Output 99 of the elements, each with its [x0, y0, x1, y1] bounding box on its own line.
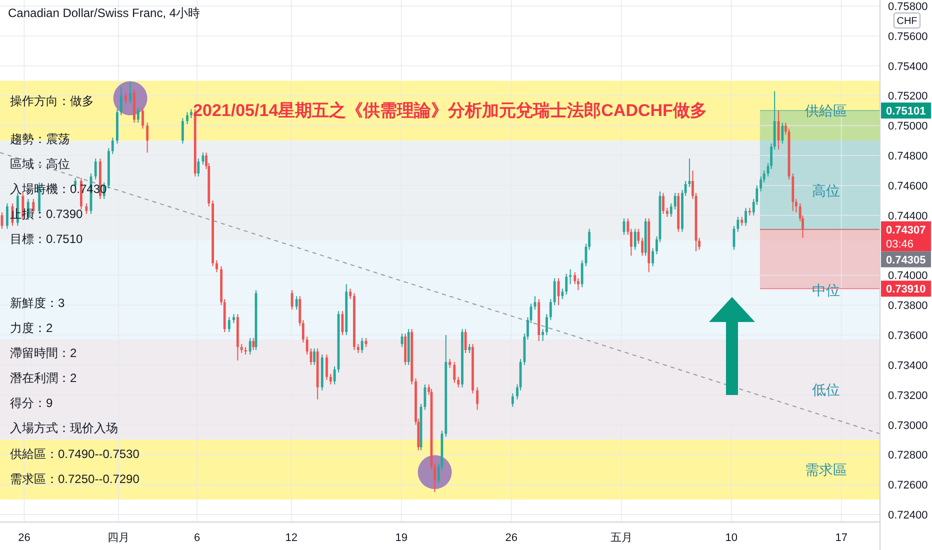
y-tick-label: 0.74000	[888, 270, 928, 282]
y-tick-label: 0.73000	[888, 420, 928, 432]
candlestick	[6, 202, 8, 230]
candlestick	[542, 328, 544, 342]
band-label: 需求區	[805, 462, 847, 478]
candlestick	[333, 366, 336, 385]
ref-line-label: 0.75101	[886, 106, 926, 118]
annotation: 潛在利潤：2	[10, 371, 77, 385]
candlestick	[534, 296, 536, 310]
candlestick	[561, 288, 564, 300]
candlestick	[781, 122, 784, 144]
y-tick-label: 0.73400	[888, 360, 928, 372]
candlestick	[85, 202, 88, 214]
candlestick	[142, 107, 144, 130]
candlestick	[349, 288, 352, 300]
text: Canadian Dollar/Swiss Franc, 4小時	[8, 6, 200, 20]
candlestick	[248, 338, 252, 355]
annotation: 目標：0.7510	[10, 232, 84, 246]
y-tick-label: 0.73800	[888, 300, 928, 312]
y-tick-label: 0.75000	[888, 120, 928, 133]
candlestick	[569, 268, 572, 285]
annotation: 滯留時間：2	[10, 346, 77, 360]
candlestick	[341, 310, 344, 336]
text: 2021/05/14星期五之《供需理論》分析加元兌瑞士法郎CADCHF做多	[193, 101, 707, 120]
annotation: 需求區：0.7250--0.7290	[10, 472, 140, 486]
y-tick-label: 0.75200	[888, 90, 928, 103]
annotation: 供給區：0.7490--0.7530	[10, 447, 140, 461]
x-tick-label: 五月	[610, 532, 632, 544]
candlestick	[549, 298, 552, 321]
candlestick	[736, 216, 740, 232]
x-tick-label: 17	[835, 532, 848, 544]
x-tick-label: 26	[18, 532, 30, 544]
ref-line-label: 0.74305	[886, 254, 926, 266]
candlestick	[146, 122, 149, 154]
candlestick	[326, 354, 328, 380]
candlestick	[120, 86, 122, 116]
candlestick	[634, 228, 636, 250]
annotation: 趨勢：震荡	[10, 132, 70, 146]
y-axis-title: CHF	[896, 16, 918, 27]
y-tick-label: 0.75600	[888, 30, 928, 43]
y-tick-label: 0.75800	[888, 0, 928, 13]
candlestick	[553, 278, 556, 306]
band-label: 供給區	[805, 102, 847, 119]
candlestick	[453, 361, 456, 384]
x-tick-label: 26	[505, 532, 518, 544]
candlestick	[662, 192, 664, 214]
y-tick-label: 0.73600	[888, 330, 928, 342]
candlestick	[186, 112, 188, 125]
y-tick-label: 0.74400	[888, 210, 928, 222]
candlestick	[295, 296, 298, 310]
candlestick	[546, 314, 548, 336]
annotation: 區域：高位	[10, 157, 70, 171]
candlestick	[129, 82, 132, 104]
y-tick-label: 0.74600	[888, 180, 928, 192]
candlestick	[228, 316, 230, 333]
ref-line-label: 0.74307 03:46	[886, 224, 926, 250]
candlestick	[252, 338, 255, 350]
candlestick	[306, 336, 308, 355]
candlestick	[181, 118, 184, 144]
x-tick-label: 12	[285, 532, 298, 544]
annotation: 操作方向：做多	[10, 94, 94, 108]
y-tick-label: 0.74800	[888, 150, 928, 163]
candlestick	[652, 248, 654, 267]
y-tick-label: 0.75400	[888, 60, 928, 73]
ref-line-label: 0.73910	[886, 284, 926, 296]
y-tick-label: 0.72400	[888, 510, 928, 522]
candlestick	[111, 137, 114, 155]
candlestick	[457, 376, 460, 388]
annotation: 得分：9	[10, 396, 53, 410]
candlestick	[674, 192, 676, 210]
candlestick	[511, 392, 514, 408]
candlestick	[424, 384, 426, 410]
x-tick-label: 10	[725, 532, 738, 544]
candlestick	[670, 202, 672, 218]
candlestick	[641, 237, 644, 256]
candlestick	[124, 92, 127, 104]
x-tick-label: 19	[395, 532, 408, 544]
y-tick-label: 0.72800	[888, 450, 928, 462]
candlestick	[580, 260, 584, 288]
candlestick	[329, 373, 332, 385]
candlestick	[313, 348, 316, 366]
annotation: 新鮮度：3	[10, 296, 65, 310]
candlestick	[744, 207, 747, 226]
annotation: 力度：2	[10, 321, 53, 335]
candlestick	[216, 260, 218, 273]
candlestick	[476, 386, 479, 410]
x-tick-label: 6	[194, 532, 200, 544]
candlestick	[637, 228, 640, 244]
candlestick	[565, 273, 568, 296]
candlestick	[94, 158, 97, 180]
annotation: 入場方式：现价入场	[10, 421, 118, 435]
band-label: 低位	[812, 382, 840, 398]
candlestick	[197, 158, 200, 177]
band-label: 高位	[812, 182, 840, 199]
x-tick-label: 四月	[108, 532, 130, 544]
y-tick-label: 0.72600	[888, 480, 928, 492]
y-tick-label: 0.73200	[888, 390, 928, 402]
candlestick	[360, 338, 364, 354]
candlestick	[136, 107, 140, 124]
